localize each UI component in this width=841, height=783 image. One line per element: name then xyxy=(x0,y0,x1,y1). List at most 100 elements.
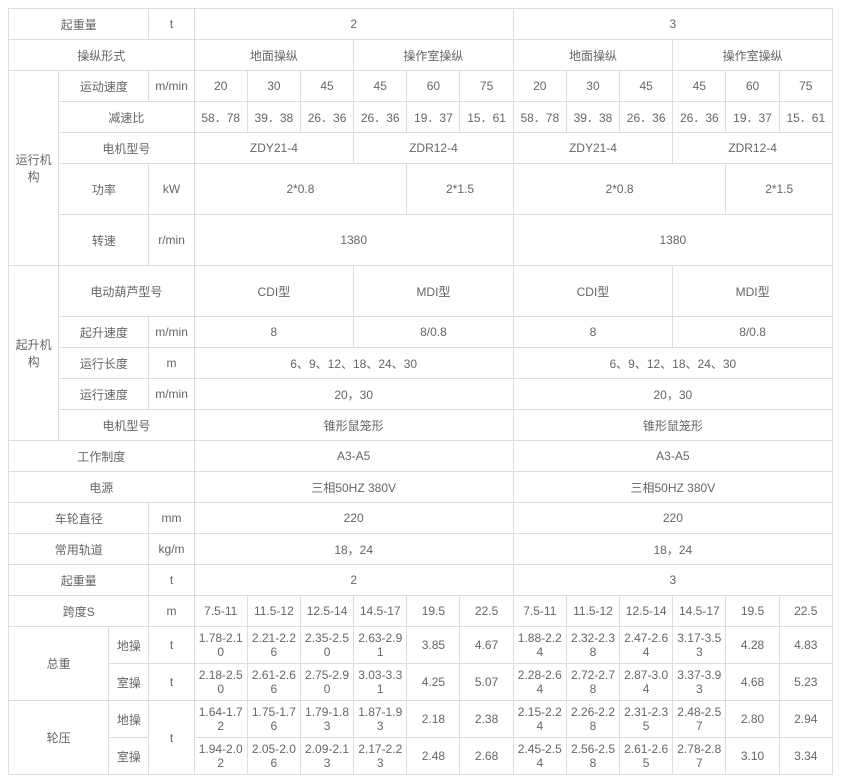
pw-b1: 2*1.5 xyxy=(407,164,513,215)
tl-2: 6、9、12、18、24、30 xyxy=(513,348,832,379)
unit-t: t xyxy=(149,9,194,40)
r-b5: 19．37 xyxy=(726,102,779,133)
pw-b2: 2*1.5 xyxy=(726,164,833,215)
sp-b1: 20 xyxy=(513,71,566,102)
sp-4: 45 xyxy=(354,71,407,102)
wpc1-2: 2.05-2.06 xyxy=(247,738,300,775)
label-cap-2: 起重量 xyxy=(9,565,149,596)
motor-zdr-2: ZDR12-4 xyxy=(673,133,833,164)
wpc2-6: 3.34 xyxy=(779,738,832,775)
wpc1-5: 2.48 xyxy=(407,738,460,775)
label-motor-model-2: 电机型号 xyxy=(59,410,194,441)
cab-control-2: 操作室操纵 xyxy=(673,40,833,71)
twg2-6: 4.83 xyxy=(779,627,832,664)
label-rail: 常用轨道 xyxy=(9,534,149,565)
twg2-2: 2.32-2.38 xyxy=(566,627,619,664)
motor-zdy-1: ZDY21-4 xyxy=(194,133,354,164)
twc2-3: 2.87-3.04 xyxy=(620,664,673,701)
span-6: 22.5 xyxy=(460,596,513,627)
twg2-3: 2.47-2.64 xyxy=(620,627,673,664)
wpc2-1: 2.45-2.54 xyxy=(513,738,566,775)
hoist-cdi-2: CDI型 xyxy=(513,266,673,317)
motor-zdy-2: ZDY21-4 xyxy=(513,133,673,164)
twc1-6: 5.07 xyxy=(460,664,513,701)
r-1: 58．78 xyxy=(194,102,247,133)
twc1-2: 2.61-2.66 xyxy=(247,664,300,701)
sp-b4: 45 xyxy=(673,71,726,102)
wpg2-3: 2.31-2.35 xyxy=(620,701,673,738)
ground-control-1: 地面操纵 xyxy=(194,40,354,71)
ls-b2: 8/0.8 xyxy=(673,317,833,348)
span-4: 14.5-17 xyxy=(354,596,407,627)
twc1-1: 2.18-2.50 xyxy=(194,664,247,701)
r-2: 39．38 xyxy=(247,102,300,133)
sp-b2: 30 xyxy=(566,71,619,102)
unit-mmin-2: m/min xyxy=(149,317,194,348)
sp-b6: 75 xyxy=(779,71,832,102)
span-b3: 12.5-14 xyxy=(620,596,673,627)
label-lift-speed: 起升速度 xyxy=(59,317,149,348)
label-supply: 电源 xyxy=(9,472,195,503)
wpg1-3: 1.79-1.83 xyxy=(300,701,353,738)
label-cab-op-1: 室操 xyxy=(109,664,149,701)
twg1-4: 2.63-2.91 xyxy=(354,627,407,664)
twg2-1: 1.88-2.24 xyxy=(513,627,566,664)
twg1-5: 3.85 xyxy=(407,627,460,664)
label-power: 功率 xyxy=(59,164,149,215)
label-reduction-ratio: 减速比 xyxy=(59,102,194,133)
wpc2-5: 3.10 xyxy=(726,738,779,775)
r-b2: 39．38 xyxy=(566,102,619,133)
pw-a2: 2*0.8 xyxy=(513,164,726,215)
wheel-2: 220 xyxy=(513,503,832,534)
unit-t-2: t xyxy=(149,565,194,596)
span-2: 11.5-12 xyxy=(247,596,300,627)
rpm-1: 1380 xyxy=(194,215,513,266)
sp-b5: 60 xyxy=(726,71,779,102)
r-b4: 26．36 xyxy=(673,102,726,133)
label-duty: 工作制度 xyxy=(9,441,195,472)
ts-1: 20，30 xyxy=(194,379,513,410)
wpg1-2: 1.75-1.76 xyxy=(247,701,300,738)
hoist-mdi-2: MDI型 xyxy=(673,266,833,317)
label-total-weight: 总重 xyxy=(9,627,109,701)
unit-kw: kW xyxy=(149,164,194,215)
label-wheel-dia: 车轮直径 xyxy=(9,503,149,534)
cap2-b: 3 xyxy=(513,565,832,596)
rail-2: 18，24 xyxy=(513,534,832,565)
spec-table: 起重量 t 2 3 操纵形式 地面操纵 操作室操纵 地面操纵 操作室操纵 运行机… xyxy=(8,8,833,775)
twg1-6: 4.67 xyxy=(460,627,513,664)
span-b1: 7.5-11 xyxy=(513,596,566,627)
label-cab-op-2: 室操 xyxy=(109,738,149,775)
sp-b3: 45 xyxy=(620,71,673,102)
wpc1-1: 1.94-2.02 xyxy=(194,738,247,775)
duty-1: A3-A5 xyxy=(194,441,513,472)
label-motion-speed: 运动速度 xyxy=(59,71,149,102)
wheel-1: 220 xyxy=(194,503,513,534)
ts-2: 20，30 xyxy=(513,379,832,410)
label-travel-len: 运行长度 xyxy=(59,348,149,379)
cap-3: 3 xyxy=(513,9,832,40)
wpg2-6: 2.94 xyxy=(779,701,832,738)
label-wheel-pressure: 轮压 xyxy=(9,701,109,775)
span-b5: 19.5 xyxy=(726,596,779,627)
label-ground-op-1: 地操 xyxy=(109,627,149,664)
twg2-5: 4.28 xyxy=(726,627,779,664)
twc2-1: 2.28-2.64 xyxy=(513,664,566,701)
twc1-4: 3.03-3.31 xyxy=(354,664,407,701)
twg1-2: 2.21-2.26 xyxy=(247,627,300,664)
wpg1-5: 2.18 xyxy=(407,701,460,738)
span-5: 19.5 xyxy=(407,596,460,627)
label-span: 跨度S xyxy=(9,596,149,627)
wpg1-4: 1.87-1.93 xyxy=(354,701,407,738)
unit-t-5: t xyxy=(149,701,194,775)
sp-2: 30 xyxy=(247,71,300,102)
span-b6: 22.5 xyxy=(779,596,832,627)
twg1-1: 1.78-2.10 xyxy=(194,627,247,664)
wpg1-6: 2.38 xyxy=(460,701,513,738)
wpc2-3: 2.61-2.65 xyxy=(620,738,673,775)
wpc2-2: 2.56-2.58 xyxy=(566,738,619,775)
label-control-mode: 操纵形式 xyxy=(9,40,195,71)
span-1: 7.5-11 xyxy=(194,596,247,627)
span-b4: 14.5-17 xyxy=(673,596,726,627)
span-b2: 11.5-12 xyxy=(566,596,619,627)
